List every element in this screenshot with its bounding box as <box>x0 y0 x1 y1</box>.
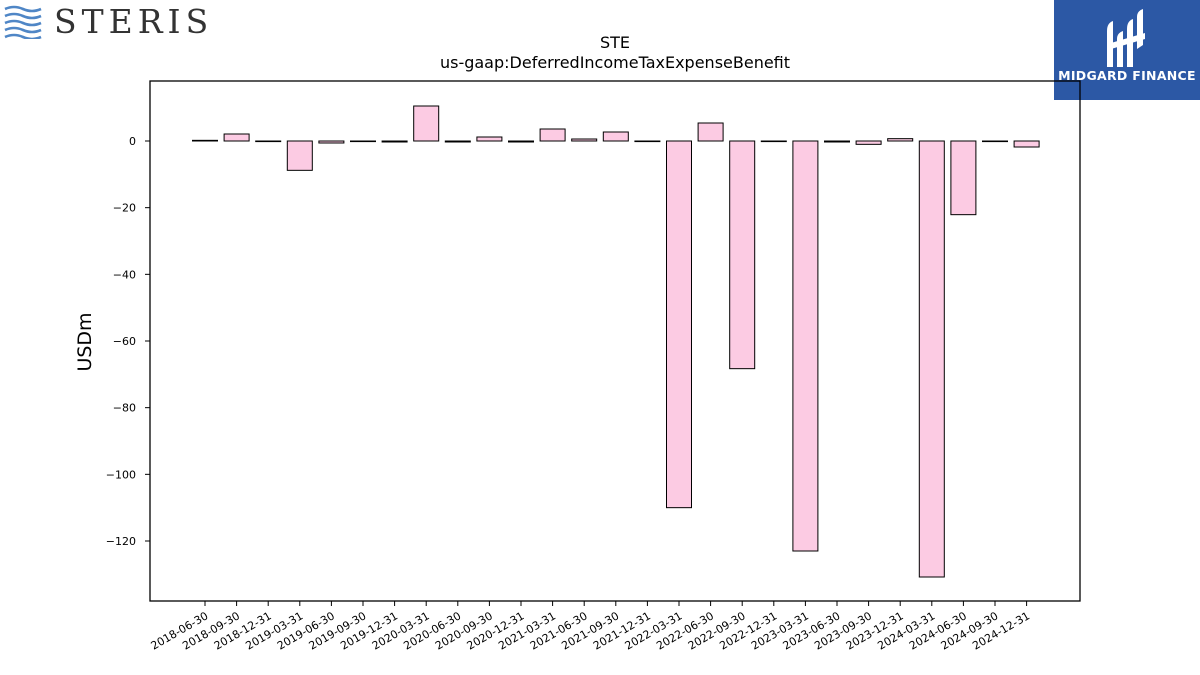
plot-frame <box>149 80 1081 602</box>
bar-2022-09-30 <box>729 140 756 370</box>
y-tick-label: 0 <box>129 135 136 148</box>
wave-stroke <box>4 5 42 13</box>
bar-2023-09-30 <box>855 140 882 145</box>
bar-2019-06-30 <box>318 140 345 144</box>
midgard-finance-logo: MIDGARD FINANCE <box>1054 0 1200 100</box>
bar-2021-09-30 <box>602 131 629 142</box>
y-tick-label: −120 <box>106 535 136 548</box>
wave-icon <box>4 5 42 39</box>
bars-group <box>192 105 1040 578</box>
bar-2020-03-31 <box>413 105 440 142</box>
bar-2018-12-31 <box>255 140 282 143</box>
steris-logo: STERIS <box>4 4 213 40</box>
bar-2024-06-30 <box>950 140 977 216</box>
bar-2021-06-30 <box>571 138 598 142</box>
bar-2020-06-30 <box>444 140 471 143</box>
y-tick-label: −40 <box>113 268 136 281</box>
bar-2024-03-31 <box>918 140 945 578</box>
bar-2020-12-31 <box>508 140 534 143</box>
bar-2021-12-31 <box>634 140 661 143</box>
steris-wordmark: STERIS <box>54 2 214 41</box>
wave-stroke <box>4 19 42 27</box>
bar-2018-09-30 <box>223 133 250 142</box>
bar-2024-09-30 <box>982 140 1008 143</box>
x-axis-ticks: 2018-06-302018-09-302018-12-312019-03-31… <box>149 601 1032 653</box>
y-tick-label: −100 <box>106 468 136 481</box>
bar-2023-06-30 <box>824 140 850 143</box>
bar-2021-03-31 <box>539 128 566 142</box>
bar-2019-12-31 <box>381 140 408 143</box>
wave-stroke <box>4 26 42 34</box>
y-tick-label: −80 <box>113 402 136 415</box>
chart-subtitle: us-gaap:DeferredIncomeTaxExpenseBenefit <box>440 53 790 72</box>
midgard-finance-label: MIDGARD FINANCE <box>1058 68 1196 83</box>
bar-2019-09-30 <box>350 140 376 143</box>
bar-2022-12-31 <box>760 140 787 143</box>
bar-2023-03-31 <box>792 140 819 552</box>
bar-2024-12-31 <box>1013 140 1040 148</box>
y-tick-label: −20 <box>113 202 136 215</box>
y-axis-label: USDm <box>74 312 96 371</box>
midgard-emblem-icon <box>1107 9 1145 67</box>
wave-stroke <box>4 12 42 20</box>
bar-2022-06-30 <box>697 122 724 142</box>
bar-2023-12-31 <box>887 138 914 142</box>
chart-title: STE <box>600 33 630 52</box>
bar-2018-06-30 <box>192 139 218 142</box>
bar-2019-03-31 <box>286 140 313 171</box>
wave-stroke <box>4 33 42 39</box>
y-tick-label: −60 <box>113 335 136 348</box>
bar-2022-03-31 <box>666 140 692 509</box>
bar-2020-09-30 <box>476 136 503 142</box>
y-axis-ticks: 0 −20 −40 −60 −80 −100 −120 <box>106 135 150 548</box>
